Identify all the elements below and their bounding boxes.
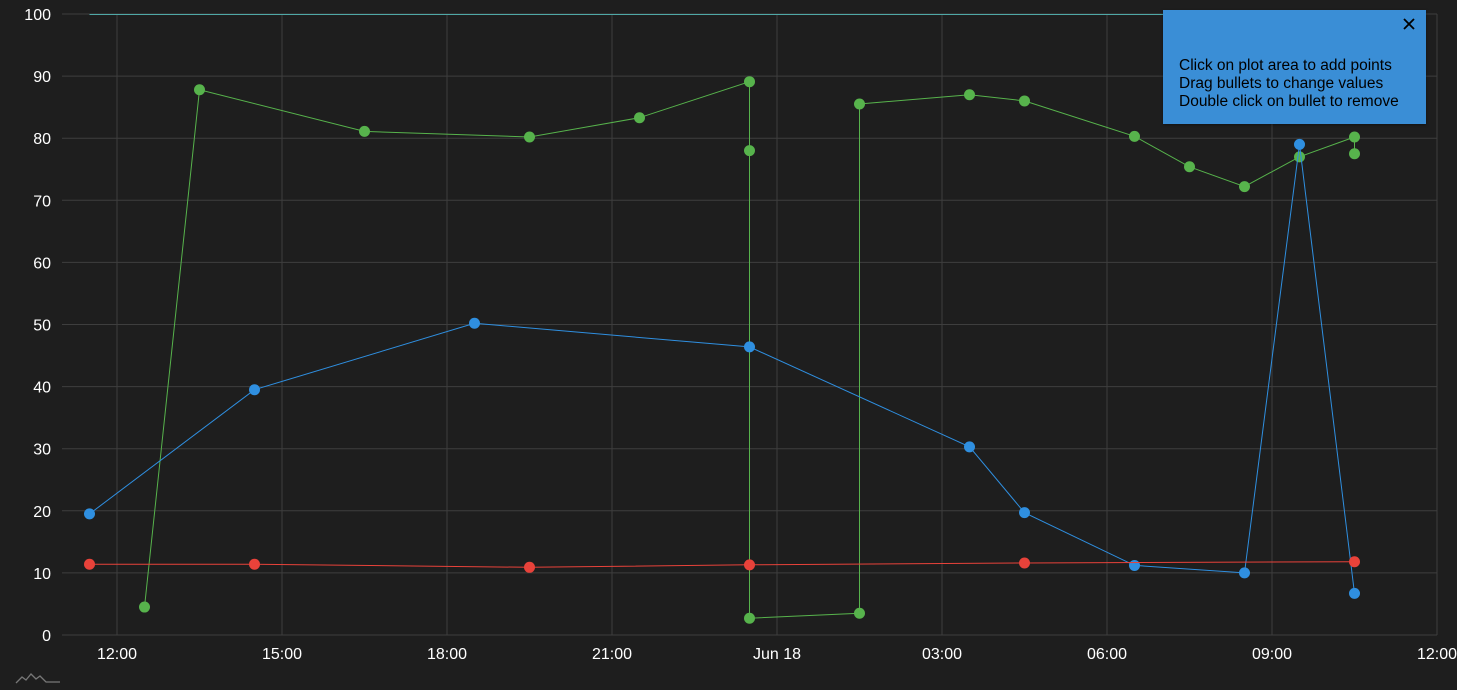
x-tick-label: 18:00 [427, 646, 467, 663]
data-bullet[interactable] [744, 341, 755, 353]
data-bullet[interactable] [194, 84, 205, 96]
data-bullet[interactable] [1349, 131, 1360, 143]
data-bullet[interactable] [744, 612, 755, 624]
series-1[interactable] [139, 76, 1360, 624]
data-bullet[interactable] [1019, 507, 1030, 519]
x-tick-label: 15:00 [262, 646, 302, 663]
x-tick-label: 06:00 [1087, 646, 1127, 663]
data-bullet[interactable] [1294, 138, 1305, 150]
data-bullet[interactable] [84, 558, 95, 570]
data-bullet[interactable] [524, 131, 535, 143]
y-tick-label: 10 [33, 566, 51, 583]
x-tick-label: 09:00 [1252, 646, 1292, 663]
data-bullet[interactable] [1239, 567, 1250, 579]
data-bullet[interactable] [469, 317, 480, 329]
y-tick-label: 40 [33, 380, 51, 397]
data-bullet[interactable] [1184, 161, 1195, 173]
data-bullet[interactable] [1129, 559, 1140, 571]
data-bullet[interactable] [1349, 587, 1360, 599]
series-3[interactable] [84, 556, 1360, 573]
y-tick-label: 90 [33, 69, 51, 86]
tooltip-line-3: Double click on bullet to remove [1179, 93, 1399, 110]
tooltip-line-1: Click on plot area to add points [1179, 57, 1392, 74]
data-bullet[interactable] [1294, 151, 1305, 163]
series-line [89, 144, 1355, 594]
data-bullet[interactable] [249, 558, 260, 570]
series-line [89, 561, 1355, 568]
close-icon [1403, 18, 1415, 30]
y-tick-label: 60 [33, 255, 51, 272]
x-tick-label: 12:00 [97, 646, 137, 663]
y-tick-label: 100 [24, 7, 51, 24]
axis-labels: 0 10 20 30 40 50 60 70 80 90 100 12:00 15:00 18:00 21:… [24, 7, 1457, 663]
data-bullet[interactable] [139, 601, 150, 613]
x-tick-label: 21:00 [592, 646, 632, 663]
data-bullet[interactable] [744, 145, 755, 157]
data-bullet[interactable] [854, 607, 865, 619]
x-tick-label: 12:00 [1417, 646, 1457, 663]
data-bullet[interactable] [964, 441, 975, 453]
y-tick-label: 70 [33, 193, 51, 210]
data-bullet[interactable] [1019, 557, 1030, 569]
data-bullet[interactable] [634, 112, 645, 124]
tooltip-line-2: Drag bullets to change values [1179, 75, 1384, 92]
series-layer[interactable] [84, 76, 1360, 624]
data-bullet[interactable] [1239, 181, 1250, 193]
y-tick-label: 20 [33, 504, 51, 521]
series-2[interactable] [84, 138, 1360, 599]
data-bullet[interactable] [249, 384, 260, 396]
data-bullet[interactable] [744, 559, 755, 571]
data-bullet[interactable] [1129, 130, 1140, 142]
amcharts-logo-icon[interactable] [14, 668, 62, 686]
data-bullet[interactable] [84, 508, 95, 520]
y-tick-label: 80 [33, 131, 51, 148]
y-tick-label: 0 [42, 628, 51, 645]
x-tick-label: 03:00 [922, 646, 962, 663]
y-tick-label: 50 [33, 318, 51, 335]
data-bullet[interactable] [359, 125, 370, 137]
y-tick-label: 30 [33, 442, 51, 459]
series-line [144, 81, 1355, 619]
data-bullet[interactable] [1349, 556, 1360, 568]
data-bullet[interactable] [964, 89, 975, 101]
data-bullet[interactable] [1349, 148, 1360, 160]
data-bullet[interactable] [524, 561, 535, 573]
close-button[interactable] [1398, 13, 1420, 35]
instructions-tooltip: Click on plot area to add points Drag bu… [1163, 10, 1426, 124]
data-bullet[interactable] [1019, 95, 1030, 107]
data-bullet[interactable] [744, 76, 755, 88]
data-bullet[interactable] [854, 98, 865, 110]
x-tick-label: Jun 18 [753, 646, 801, 663]
